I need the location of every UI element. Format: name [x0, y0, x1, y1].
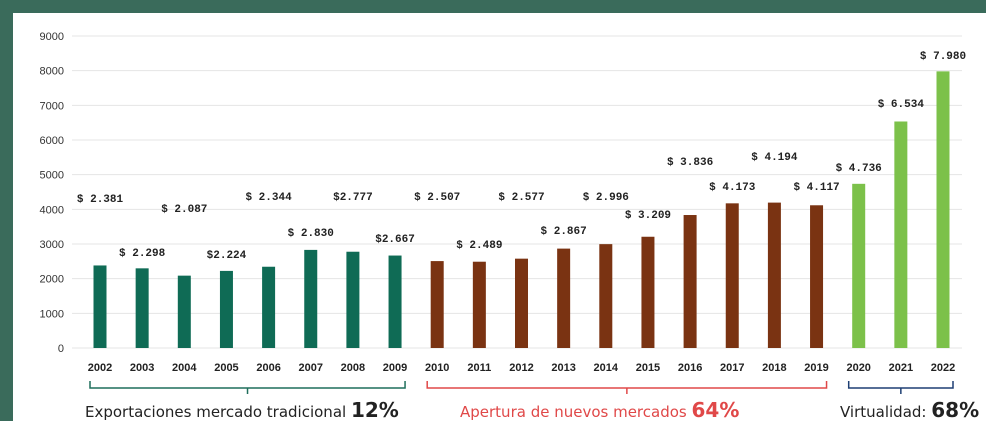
bar-2021	[894, 121, 908, 348]
data-label: $ 2.507	[414, 192, 460, 204]
data-label: $ 2.577	[498, 192, 544, 204]
bar-2020	[852, 183, 866, 348]
data-label: $ 3.836	[667, 157, 713, 169]
data-label: $2.667	[375, 234, 415, 246]
bar-2010	[430, 261, 444, 348]
y-tick-label: 1000	[40, 308, 64, 320]
data-label: $ 2.298	[119, 248, 166, 260]
y-tick-label: 9000	[40, 31, 64, 43]
x-tick-label: 2020	[846, 362, 870, 374]
group-label: Apertura de nuevos mercados 64%	[460, 398, 739, 422]
group-label-text: Exportaciones mercado tradicional	[85, 403, 351, 421]
y-tick-label: 2000	[40, 274, 64, 286]
data-label: $ 4.736	[836, 163, 882, 175]
chart-panel	[13, 13, 986, 421]
x-tick-label: 2012	[509, 362, 533, 374]
y-tick-label: 4000	[40, 204, 64, 216]
bar-2008	[346, 251, 360, 348]
data-label: $2.777	[333, 192, 373, 204]
x-tick-label: 2019	[804, 362, 828, 374]
bar-2019	[810, 205, 824, 348]
y-tick-label: 7000	[40, 100, 64, 112]
x-tick-label: 2007	[299, 362, 323, 374]
x-tick-label: 2003	[130, 362, 154, 374]
data-label: $ 3.209	[625, 210, 671, 222]
group-label: Virtualidad: 68%	[840, 398, 979, 422]
data-label: $ 2.381	[77, 194, 124, 206]
x-tick-label: 2014	[594, 362, 619, 374]
bar-2007	[304, 249, 318, 348]
bar-2003	[135, 268, 149, 348]
bar-2017	[725, 203, 739, 348]
data-label: $ 2.087	[161, 204, 207, 216]
group-bracket	[847, 381, 954, 389]
y-tick-label: 8000	[40, 66, 64, 78]
bar-2014	[599, 244, 613, 348]
x-tick-label: 2004	[172, 362, 197, 374]
group-bracket	[89, 381, 406, 389]
data-label: $ 4.117	[793, 182, 839, 194]
group-bracket	[426, 381, 828, 389]
data-label: $2.224	[207, 250, 247, 262]
x-tick-label: 2006	[256, 362, 280, 374]
bar-2013	[557, 248, 571, 348]
x-tick-label: 2005	[214, 362, 238, 374]
x-tick-label: 2002	[88, 362, 112, 374]
y-tick-label: 0	[58, 343, 64, 355]
bar-2002	[93, 265, 107, 348]
x-tick-label: 2018	[762, 362, 786, 374]
data-label: $ 2.489	[456, 240, 502, 252]
x-tick-label: 2009	[383, 362, 407, 374]
bar-2005	[219, 270, 233, 348]
x-tick-label: 2022	[931, 362, 955, 374]
y-tick-label: 3000	[40, 239, 64, 251]
x-tick-label: 2011	[467, 362, 491, 374]
bar-2011	[472, 261, 486, 348]
bar-2006	[262, 266, 276, 348]
group-percent: 64%	[691, 398, 740, 422]
x-tick-label: 2021	[889, 362, 913, 374]
data-label: $ 7.980	[920, 51, 966, 63]
y-tick-label: 5000	[40, 170, 64, 182]
bar-2016	[683, 215, 697, 348]
x-tick-label: 2017	[720, 362, 744, 374]
bar-2012	[515, 258, 528, 348]
data-label: $ 6.534	[878, 99, 925, 111]
group-percent: 68%	[931, 398, 980, 422]
x-tick-label: 2016	[678, 362, 702, 374]
bar-2004	[177, 275, 191, 348]
group-percent: 12%	[350, 398, 399, 422]
group-label-text: Virtualidad:	[840, 403, 932, 421]
data-label: $ 2.830	[288, 228, 334, 240]
bar-2018	[767, 202, 781, 348]
data-label: $ 4.194	[751, 152, 798, 164]
data-label: $ 2.867	[541, 226, 587, 238]
group-label-text: Apertura de nuevos mercados	[460, 403, 692, 421]
bar-2022	[936, 71, 950, 349]
x-tick-label: 2008	[341, 362, 365, 374]
x-tick-label: 2015	[636, 362, 660, 374]
y-tick-label: 6000	[40, 135, 64, 147]
data-label: $ 4.173	[709, 182, 756, 194]
bar-2015	[641, 236, 655, 348]
bar-2009	[388, 255, 402, 348]
data-label: $ 2.996	[583, 192, 629, 204]
data-label: $ 2.344	[245, 192, 292, 204]
x-tick-label: 2013	[551, 362, 575, 374]
group-label: Exportaciones mercado tradicional 12%	[85, 398, 399, 422]
x-tick-label: 2010	[425, 362, 449, 374]
